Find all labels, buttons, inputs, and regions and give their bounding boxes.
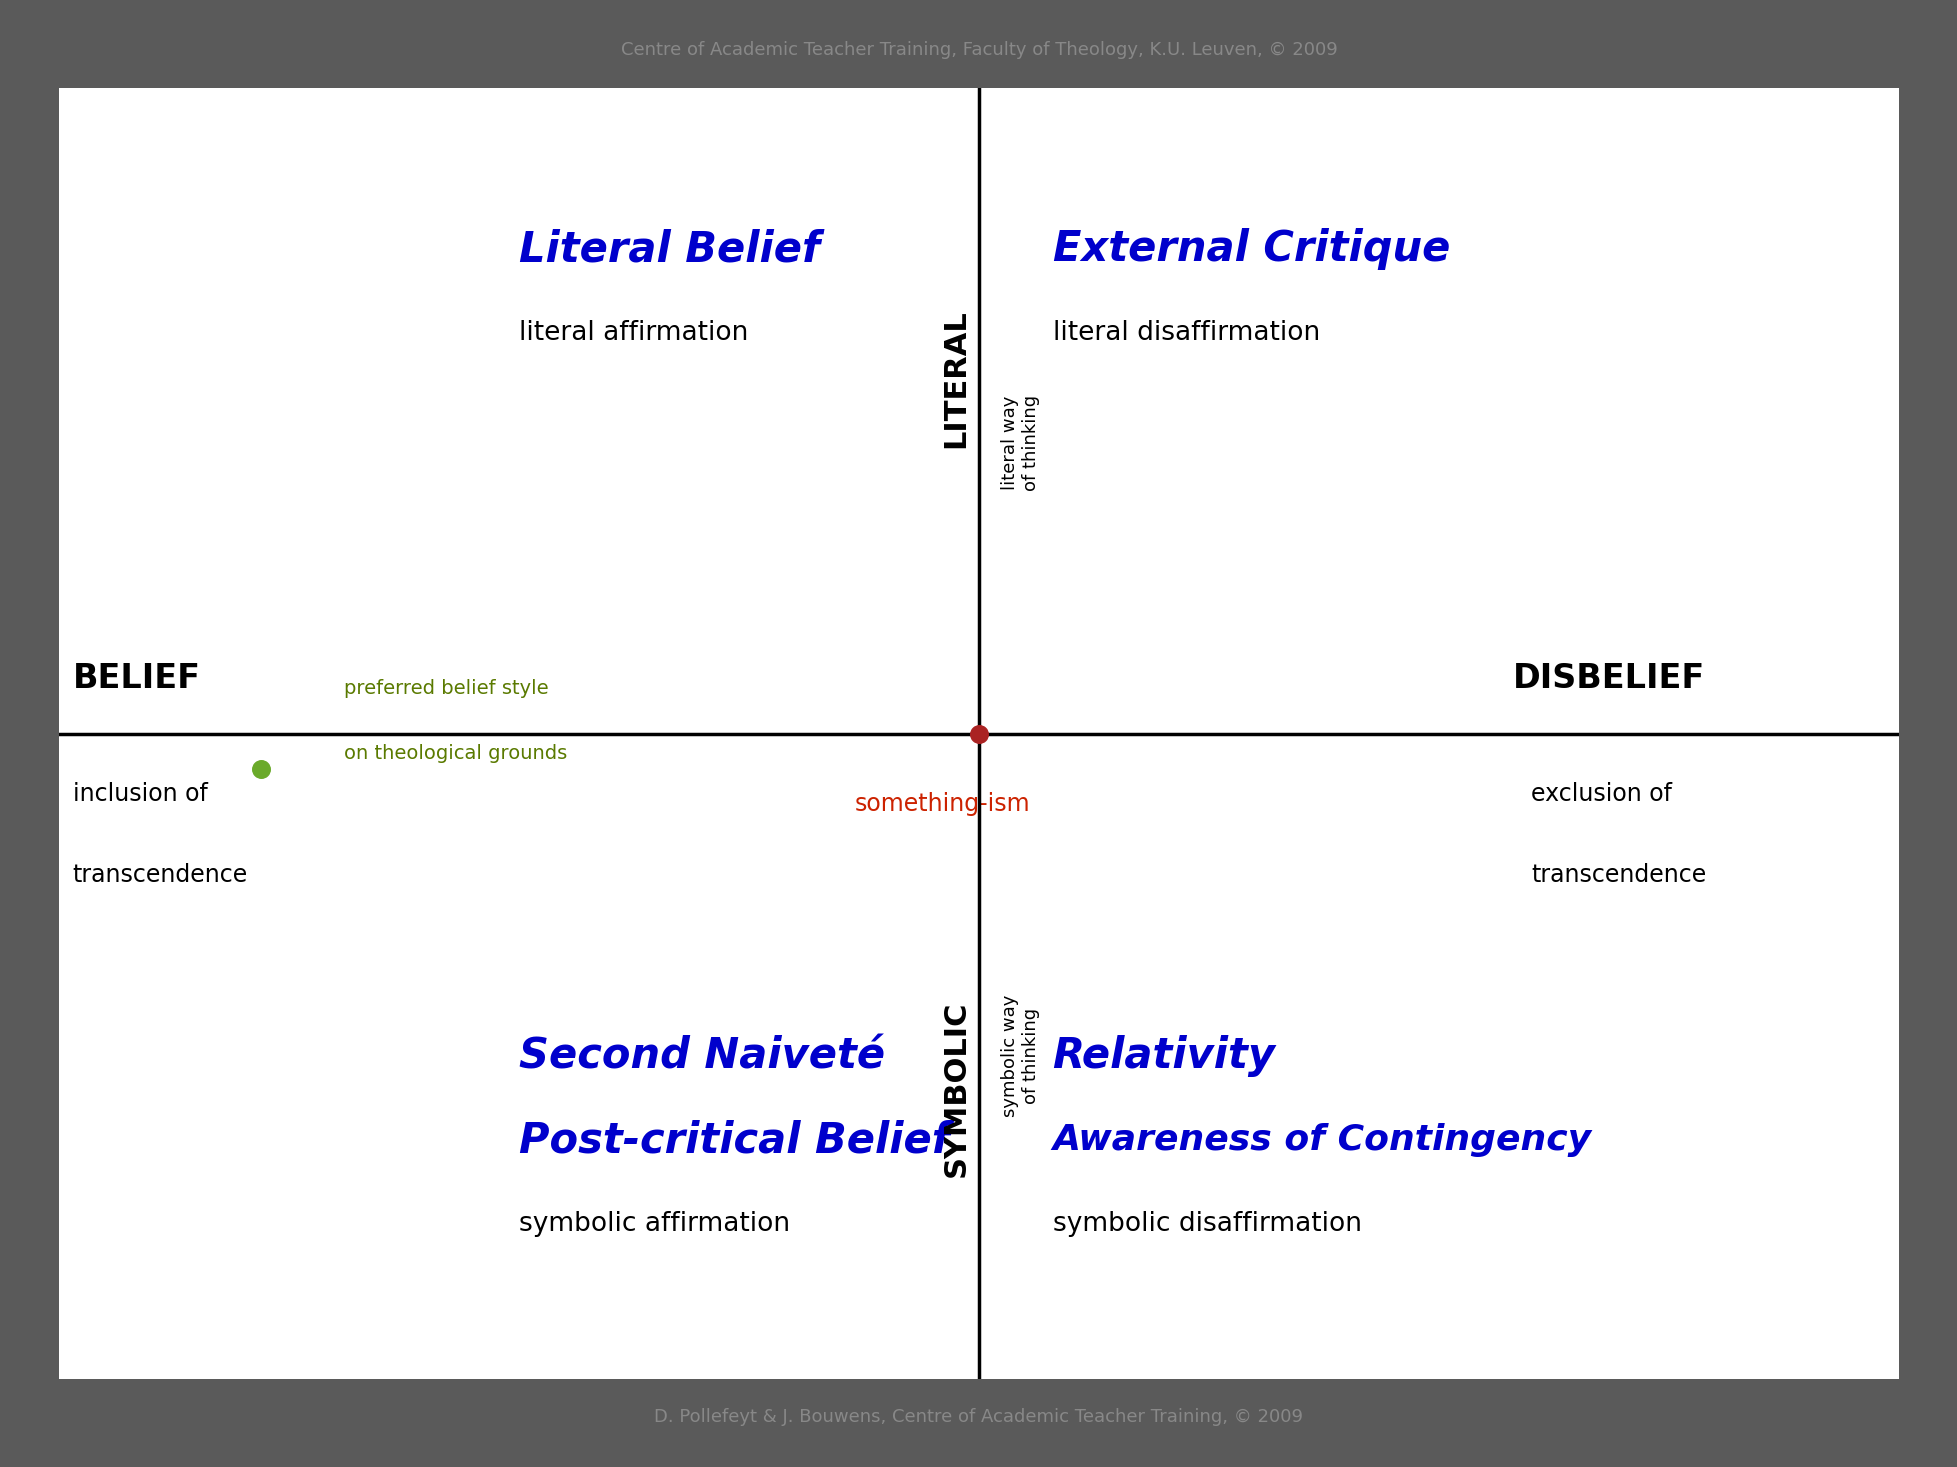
Text: transcendence: transcendence <box>1530 863 1707 886</box>
Text: Post-critical Belief: Post-critical Belief <box>519 1119 949 1162</box>
Text: symbolic disaffirmation: symbolic disaffirmation <box>1053 1212 1360 1237</box>
Text: exclusion of: exclusion of <box>1530 782 1671 805</box>
Text: Centre of Academic Teacher Training, Faculty of Theology, K.U. Leuven, © 2009: Centre of Academic Teacher Training, Fac… <box>620 41 1337 59</box>
Text: BELIEF: BELIEF <box>72 662 200 695</box>
Text: symbolic affirmation: symbolic affirmation <box>519 1212 789 1237</box>
Text: Relativity: Relativity <box>1053 1036 1274 1077</box>
Text: inclusion of: inclusion of <box>72 782 207 805</box>
Text: SYMBOLIC: SYMBOLIC <box>941 1000 971 1177</box>
Text: Second Naiveté: Second Naiveté <box>519 1036 885 1077</box>
Point <box>245 757 276 780</box>
Text: External Critique: External Critique <box>1053 229 1450 270</box>
Text: preferred belief style: preferred belief style <box>344 679 548 698</box>
Text: Awareness of Contingency: Awareness of Contingency <box>1053 1124 1591 1157</box>
Text: D. Pollefeyt & J. Bouwens, Centre of Academic Teacher Training, © 2009: D. Pollefeyt & J. Bouwens, Centre of Aca… <box>654 1408 1303 1426</box>
Text: on theological grounds: on theological grounds <box>344 744 568 763</box>
Text: Literal Belief: Literal Belief <box>519 229 820 270</box>
Text: LITERAL: LITERAL <box>941 310 971 447</box>
Text: transcendence: transcendence <box>72 863 249 886</box>
Text: DISBELIEF: DISBELIEF <box>1513 662 1705 695</box>
Text: literal way
of thinking: literal way of thinking <box>1000 395 1039 491</box>
Text: literal affirmation: literal affirmation <box>519 320 748 346</box>
Text: symbolic way
of thinking: symbolic way of thinking <box>1000 995 1039 1118</box>
Text: something-ism: something-ism <box>853 792 1029 816</box>
Point <box>963 722 994 745</box>
Text: literal disaffirmation: literal disaffirmation <box>1053 320 1319 346</box>
